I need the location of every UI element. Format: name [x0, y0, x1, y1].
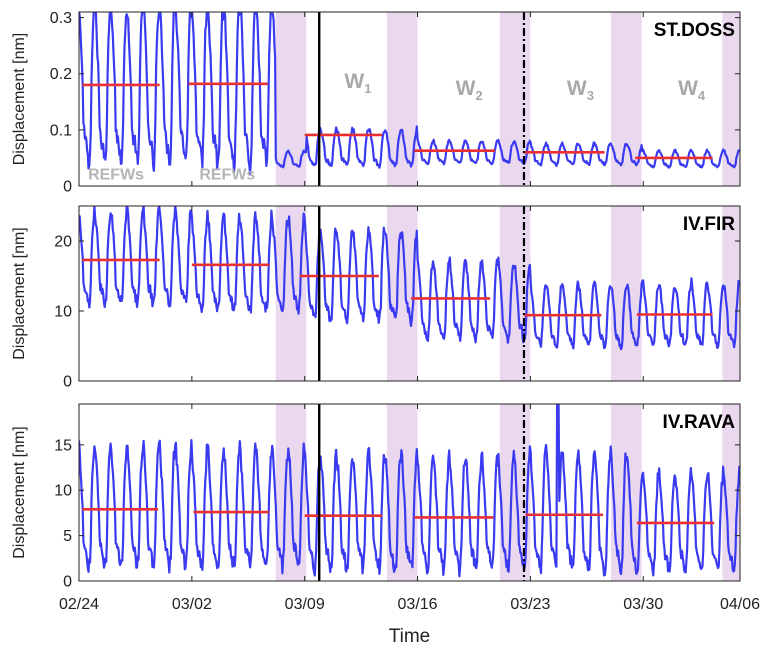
y-tick-label: 5 [63, 528, 72, 545]
y-tick-label: 0.2 [50, 66, 72, 83]
x-tick-label: 03/02 [172, 596, 212, 613]
x-tick-label: 04/06 [720, 596, 760, 613]
station-label: IV.FIR [683, 214, 735, 235]
shaded-window [611, 404, 642, 581]
y-tick-label: 0.1 [50, 122, 72, 139]
window-label: W1 [344, 70, 371, 96]
x-tick-label: 03/09 [285, 596, 325, 613]
y-axis-label: Displacement [nm] [11, 227, 28, 360]
x-tick-label: 03/30 [623, 596, 663, 613]
station-label: IV.RAVA [662, 412, 735, 433]
x-tick-label: 02/24 [59, 596, 99, 613]
y-tick-label: 15 [54, 437, 72, 454]
window-label: W4 [678, 77, 706, 103]
y-tick-label: 0 [63, 374, 72, 391]
displacement-series [79, 12, 740, 175]
axes-frame [78, 205, 741, 382]
y-tick-label: 20 [54, 234, 72, 251]
shaded-window [722, 12, 740, 186]
x-tick-label: 03/23 [510, 596, 550, 613]
y-tick-label: 0.3 [50, 10, 72, 27]
y-tick-label: 10 [54, 483, 72, 500]
displacement-series [79, 206, 740, 351]
y-axis-label: Displacement [nm] [11, 426, 28, 559]
axes-frame [78, 403, 741, 582]
reference-window-label: REFWs [88, 166, 144, 183]
window-label: W3 [567, 77, 594, 103]
shaded-window [611, 206, 642, 381]
shaded-window [499, 206, 531, 381]
axes-frame [78, 11, 741, 187]
y-tick-label: 10 [54, 304, 72, 321]
station-label: ST.DOSS [654, 20, 735, 41]
panel-iv-fir: 0 10 20 Displacement [nm] IV.FIR [11, 205, 741, 391]
displacement-series [79, 404, 740, 578]
x-axis-label: Time [389, 626, 431, 647]
y-tick-label: 0 [63, 179, 72, 196]
y-axis-label: Displacement [nm] [11, 33, 28, 166]
reference-window-label: REFWs [199, 166, 255, 183]
window-label: W2 [456, 77, 483, 103]
panel-iv-rava: 0 5 10 15 Displacement [nm] IV.RAVA 02/24 03/02… [11, 403, 760, 647]
y-tick-label: 0 [63, 574, 72, 591]
panel-st-doss: 0 0.1 0.2 0.3 Displacement [nm] ST.DOSS W1 W2 W3… [11, 10, 741, 196]
x-tick-label: 03/16 [398, 596, 438, 613]
